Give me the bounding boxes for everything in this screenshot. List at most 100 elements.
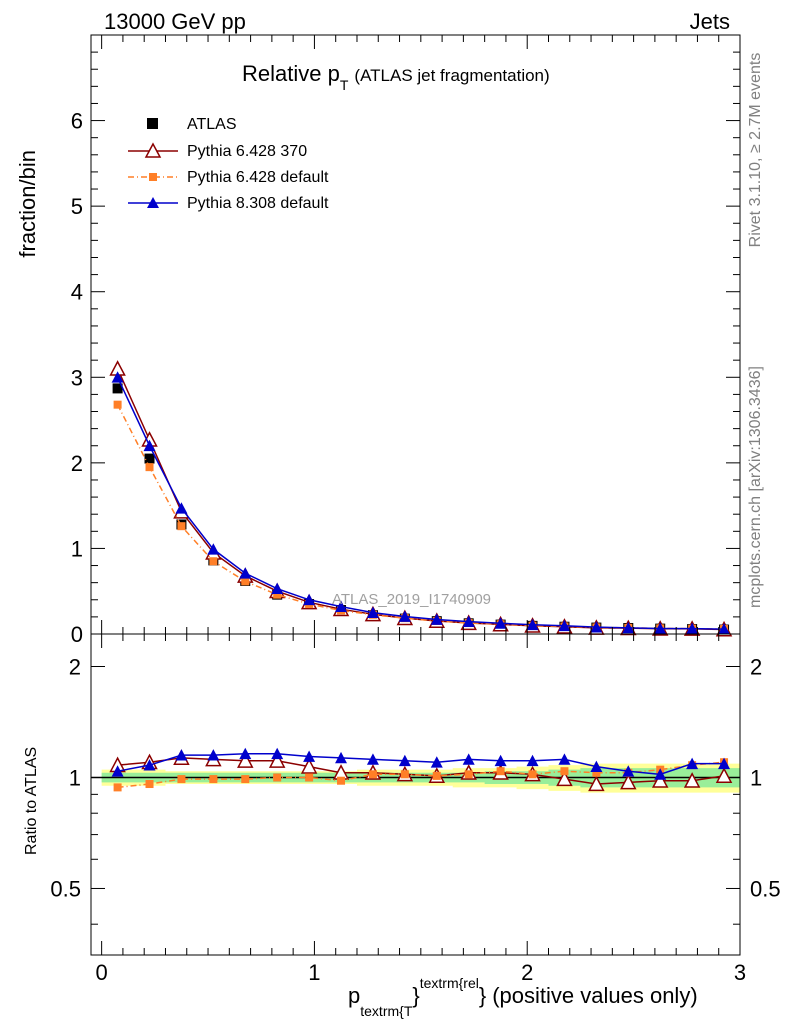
legend-entry-atlas: ATLAS xyxy=(147,116,237,133)
ratio-y-tick-label-right: 2 xyxy=(750,654,762,679)
data-point-pythia8-default xyxy=(175,502,188,514)
ratio-point-pythia8-default xyxy=(111,765,124,777)
title-sub: T xyxy=(340,77,349,93)
data-point-pythia6-default xyxy=(241,577,250,586)
top-y-tick-label: 2 xyxy=(71,451,83,476)
legend: ATLAS Pythia 6.428 370 Pythia 6.428 defa… xyxy=(128,116,329,212)
data-point-pythia6-default xyxy=(145,463,154,472)
ratio-point-pythia6-default xyxy=(496,767,505,776)
legend-label-pythia6-370: Pythia 6.428 370 xyxy=(187,143,307,160)
series-line-pythia8-default xyxy=(116,376,725,630)
data-point-pythia8-default xyxy=(590,621,603,633)
analysis-watermark: ATLAS_2019_I1740909 xyxy=(332,591,491,608)
ratio-point-pythia8-default xyxy=(526,754,539,767)
x-tick-label: 3 xyxy=(734,960,746,985)
ratio-line-pythia8-default xyxy=(117,752,725,776)
atlas-data-point xyxy=(144,453,155,464)
ratio-panel: 0.5 1 2 0.5 1 2 xyxy=(50,633,781,956)
rivet-label: Rivet 3.1.10, ≥ 2.7M events xyxy=(747,53,764,248)
ratio-point-pythia6-370 xyxy=(237,752,254,768)
data-point-pythia8-default xyxy=(526,618,539,631)
data-point-pythia8-default xyxy=(622,621,635,634)
legend-marker-atlas xyxy=(147,118,158,129)
x-label-p: p xyxy=(348,983,360,1008)
x-label-suffix: (positive values only) xyxy=(492,983,697,1008)
data-point-pythia8-default xyxy=(143,439,156,452)
header-left: 13000 GeV pp xyxy=(104,9,246,34)
ratio-point-pythia6-370 xyxy=(683,772,701,788)
ratio-point-pythia6-370 xyxy=(620,773,637,790)
data-point-pythia6-default xyxy=(113,400,122,409)
data-point-pythia8-default xyxy=(430,613,443,625)
data-point-pythia8-default xyxy=(686,622,699,635)
ratio-point-pythia8-default xyxy=(462,753,475,765)
x-axis-label: ptextrm{T}textrm{rel} (positive values on… xyxy=(348,975,698,1019)
legend-marker-pythia6-default xyxy=(149,173,157,181)
data-point-pythia8-default xyxy=(398,610,411,622)
x-tick-label: 1 xyxy=(308,960,320,985)
ratio-point-pythia6-default xyxy=(305,773,314,782)
ratio-point-pythia6-default xyxy=(560,767,569,776)
ratio-point-pythia8-default xyxy=(175,749,188,761)
ratio-point-pythia6-default xyxy=(432,771,441,780)
ratio-point-pythia6-370 xyxy=(588,775,605,792)
legend-marker-pythia6-370 xyxy=(144,142,162,158)
data-point-pythia8-default xyxy=(494,617,507,629)
ratio-point-pythia6-370 xyxy=(715,767,733,783)
x-label-close2: } xyxy=(479,983,486,1008)
top-y-tick-label: 6 xyxy=(71,109,83,134)
ratio-point-pythia8-default xyxy=(430,756,443,768)
ratio-point-pythia6-default xyxy=(145,780,154,789)
data-point-pythia8-default xyxy=(718,623,731,635)
title-main: Relative p xyxy=(242,61,340,86)
ratio-point-pythia8-default xyxy=(494,754,507,767)
ratio-ylabel: Ratio to ATLAS xyxy=(23,747,40,855)
legend-label-atlas: ATLAS xyxy=(187,116,237,133)
data-point-pythia8-default xyxy=(111,371,124,383)
data-point-pythia6-default xyxy=(209,557,218,566)
ratio-point-pythia6-370 xyxy=(556,770,573,787)
ratio-point-pythia8-default xyxy=(271,747,284,760)
ratio-point-pythia8-default xyxy=(335,751,348,764)
ratio-point-pythia6-default xyxy=(592,768,601,777)
ratio-point-pythia8-default xyxy=(366,753,379,765)
ratio-point-pythia8-default xyxy=(654,768,667,780)
data-point-pythia8-default xyxy=(558,619,571,632)
data-point-pythia8-default xyxy=(462,615,475,627)
data-point-pythia6-default xyxy=(177,522,186,531)
mcplots-label: mcplots.cern.ch [arXiv:1306.3436] xyxy=(747,366,764,608)
atlas-data-point xyxy=(112,383,123,394)
ratio-point-pythia8-default xyxy=(303,750,316,762)
header-right: Jets xyxy=(690,9,730,34)
ratio-point-pythia8-default xyxy=(398,754,411,767)
ratio-point-pythia6-370 xyxy=(268,752,286,768)
data-point-pythia8-default xyxy=(271,582,284,595)
x-label-sup: textrm{rel xyxy=(420,975,479,991)
plot-title: Relative pT (ATLAS jet fragmentation) xyxy=(242,61,550,93)
ratio-point-pythia8-default xyxy=(143,759,156,771)
data-point-pythia8-default xyxy=(654,622,667,634)
ratio-point-pythia6-default xyxy=(273,773,282,782)
ratio-point-pythia8-default xyxy=(239,747,252,760)
top-y-tick-label: 0 xyxy=(71,622,83,647)
ratio-y-tick-label: 2 xyxy=(69,654,81,679)
ratio-point-pythia6-370 xyxy=(300,758,318,774)
data-point-pythia6-default xyxy=(273,590,282,599)
ratio-y-tick-label: 1 xyxy=(69,765,81,790)
data-point-pythia8-default xyxy=(366,606,379,619)
top-ylabel: fraction/bin xyxy=(15,150,40,258)
ratio-point-pythia6-default xyxy=(464,770,473,779)
ratio-frame xyxy=(90,633,741,956)
ratio-point-pythia6-default xyxy=(113,783,122,792)
ratio-point-pythia6-default xyxy=(209,775,218,784)
ratio-y-tick-label-right: 1 xyxy=(750,765,762,790)
ratio-point-pythia6-default xyxy=(177,775,186,784)
data-point-pythia8-default xyxy=(303,593,316,606)
ratio-point-pythia8-default xyxy=(622,765,635,777)
legend-entry-pythia6-370: Pythia 6.428 370 xyxy=(128,142,307,160)
top-y-tick-label: 1 xyxy=(71,536,83,561)
legend-label-pythia6-default: Pythia 6.428 default xyxy=(187,169,329,186)
ratio-point-pythia6-default xyxy=(368,770,377,779)
ratio-point-pythia6-default xyxy=(337,776,346,785)
